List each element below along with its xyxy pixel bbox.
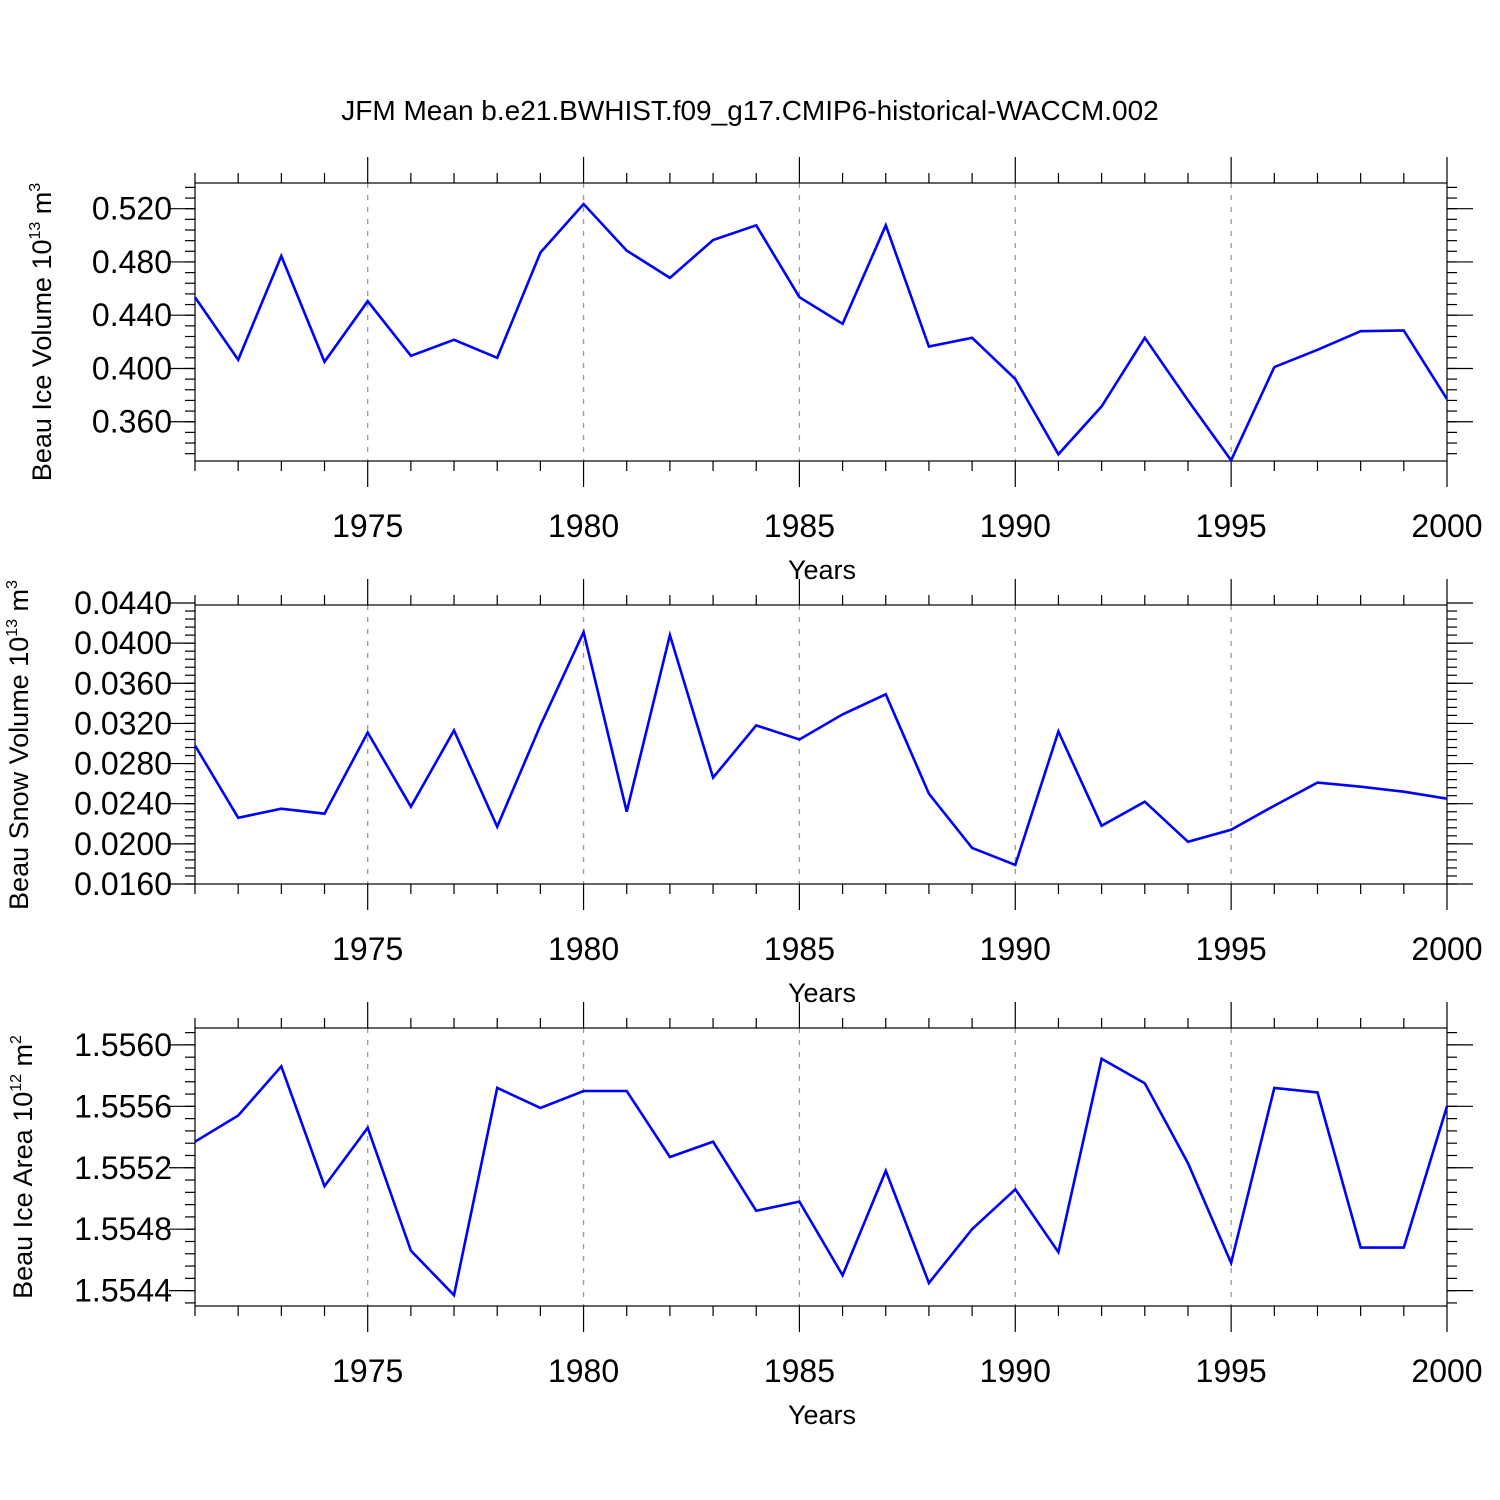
y-axis-label-exponent: 13 [27,222,44,240]
chart-panel-1: 0.360 0.400 0.440 0.480 0.520 1975 1980 1985 199… [27,157,1483,585]
y-tick-label: 0.0240 [74,786,172,822]
y-tick-label: 0.0160 [74,866,172,902]
y-axis-label-unit: m [8,1044,38,1074]
plot-frame [194,182,1448,462]
y-tick-label: 0.0320 [74,705,172,741]
plot-frame [194,1027,1448,1307]
y-tick-label: 0.440 [92,297,172,333]
y-axis-label-exponent: 13 [4,619,21,637]
x-tick-label: 1995 [1196,1353,1267,1389]
y-axis-label: Beau Ice Area 1012 m2 [8,1035,38,1299]
y-tick-label: 0.480 [92,244,172,280]
y-axis-label-unit-exponent: 3 [27,183,44,192]
y-axis-label: Beau Snow Volume 1013 m3 [4,580,34,910]
y-tick-label: 0.0400 [74,625,172,661]
x-axis-label: Years [788,978,856,1008]
y-tick-label: 0.0440 [74,585,172,621]
x-tick-label: 1985 [764,508,835,544]
x-tick-label: 2000 [1411,931,1482,967]
x-tick-label: 1975 [332,931,403,967]
chart-panel-3: 1.5544 1.5548 1.5552 1.5556 1.5560 1975 1980 19… [8,1002,1483,1430]
y-tick-label: 0.0280 [74,746,172,782]
y-tick-label: 0.0360 [74,665,172,701]
x-tick-label: 1990 [980,508,1051,544]
y-tick-label: 1.5548 [74,1211,172,1247]
y-tick-label: 0.360 [92,404,172,440]
x-tick-label: 1990 [980,1353,1051,1389]
data-series-line [193,202,1449,463]
x-tick-label: 2000 [1411,1353,1482,1389]
x-tick-label: 1980 [548,508,619,544]
chart-panel-2: 0.0160 0.0200 0.0240 0.0280 0.0320 0.0360 0.04… [4,579,1483,1008]
x-tick-label: 1985 [764,931,835,967]
y-axis-label-unit: m [4,589,34,619]
x-tick-label: 1990 [980,931,1051,967]
y-tick-label: 1.5556 [74,1088,172,1124]
x-axis-label: Years [788,555,856,585]
y-axis-label-text: Beau Ice Volume 10 [27,240,57,482]
y-axis-label: Beau Ice Volume 1013 m3 [27,183,57,481]
y-tick-label: 0.520 [92,191,172,227]
x-axis-label: Years [788,1400,856,1430]
y-tick-label: 0.0200 [74,826,172,862]
x-tick-label: 1975 [332,508,403,544]
y-axis-label-exponent: 12 [8,1074,25,1092]
y-axis-label-text: Beau Ice Area 10 [8,1092,38,1299]
y-tick-label: 1.5560 [74,1027,172,1063]
x-tick-label: 1975 [332,1353,403,1389]
y-axis-label-unit-exponent: 3 [4,580,21,589]
data-series-line [194,1056,1449,1298]
y-tick-label: 0.400 [92,350,172,386]
x-tick-label: 1995 [1196,931,1267,967]
x-tick-label: 1995 [1196,508,1267,544]
y-tick-label: 1.5544 [74,1273,172,1309]
plot-frame [194,604,1448,885]
x-tick-label: 1985 [764,1353,835,1389]
x-tick-label: 1980 [548,931,619,967]
x-tick-label: 2000 [1411,508,1482,544]
y-axis-label-text: Beau Snow Volume 10 [4,637,34,910]
data-series-line [193,628,1448,867]
y-tick-label: 1.5552 [74,1150,172,1186]
figure-title: JFM Mean b.e21.BWHIST.f09_g17.CMIP6-hist… [341,95,1158,126]
y-axis-label-unit: m [27,192,57,222]
x-tick-label: 1980 [548,1353,619,1389]
y-axis-label-unit-exponent: 2 [8,1035,25,1044]
